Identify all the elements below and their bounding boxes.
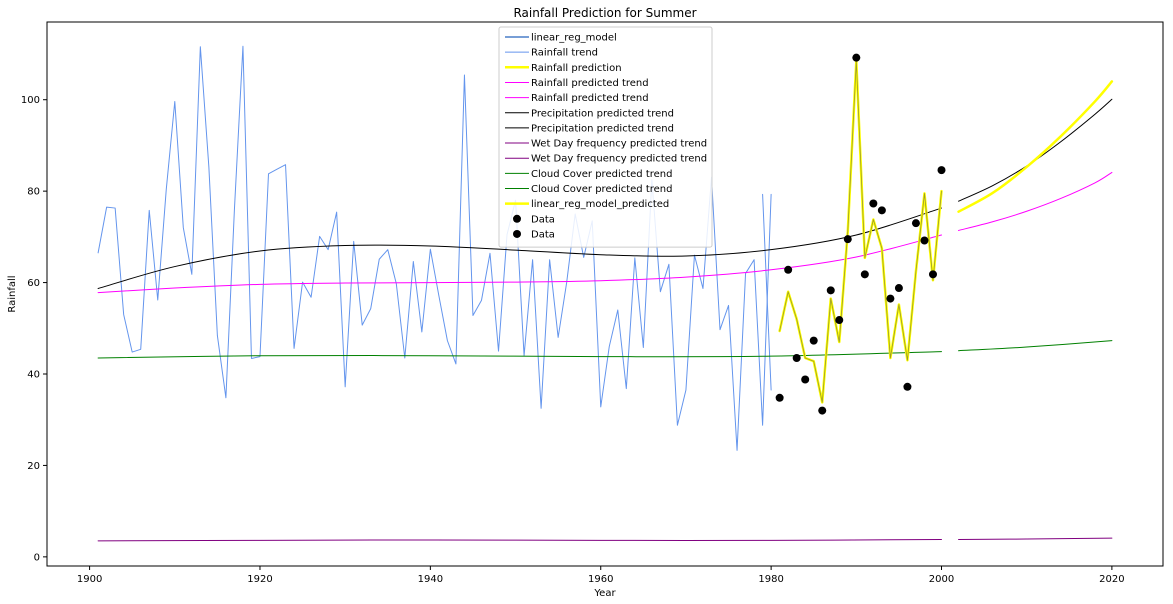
x-tick-label: 1980 <box>758 574 783 585</box>
series-line-linear-reg-model-predicted-12 <box>957 80 1114 213</box>
x-tick-label: 2020 <box>1099 574 1124 585</box>
legend-label: Rainfall predicted trend <box>531 78 649 89</box>
data-point <box>869 199 878 208</box>
series-line-wet-day-frequency-predicted-trend-8 <box>97 538 942 542</box>
data-point <box>911 219 920 228</box>
y-tick-label: 0 <box>34 552 40 563</box>
data-point <box>801 375 810 384</box>
x-tick-label: 1920 <box>247 574 272 585</box>
data-point <box>818 406 827 415</box>
legend-label: Precipitation predicted trend <box>531 123 674 134</box>
y-axis-label: Rainfall <box>7 275 18 312</box>
legend-label: linear_reg_model_predicted <box>531 199 669 210</box>
x-tick-label: 2000 <box>929 574 954 585</box>
legend-label: Rainfall predicted trend <box>531 93 649 104</box>
data-point <box>886 294 895 303</box>
series-line-rainfall-predicted-trend-4 <box>97 234 942 294</box>
legend-label: Data <box>531 229 555 240</box>
series-line-cloud-cover-predicted-trend-7 <box>958 340 1113 352</box>
legend-label: linear_reg_model <box>531 33 617 44</box>
plot-area <box>97 45 1114 542</box>
y-tick-label: 40 <box>27 370 40 381</box>
data-point <box>843 235 852 244</box>
y-tick-label: 60 <box>27 278 40 289</box>
legend-label: Precipitation predicted trend <box>531 108 674 119</box>
x-tick-label: 1960 <box>588 574 613 585</box>
chart-title: Rainfall Prediction for Summer <box>513 6 696 20</box>
data-point <box>775 393 784 402</box>
data-point <box>937 166 946 175</box>
series-line-rainfall-trend-0 <box>97 45 772 451</box>
x-tick-label: 1940 <box>418 574 443 585</box>
legend-label: Rainfall prediction <box>531 63 622 74</box>
data-point <box>928 270 937 279</box>
series-line-rainfall-predicted-trend-5 <box>958 171 1113 231</box>
data-point <box>860 270 869 279</box>
data-point <box>792 354 801 362</box>
legend-label: Cloud Cover predicted trend <box>531 184 672 195</box>
legend: linear_reg_model Rainfall trend Rainfall p… <box>498 26 713 248</box>
series-line-rainfall-trend-1980-1 <box>762 193 772 391</box>
y-tick-label: 100 <box>21 95 40 106</box>
data-point <box>826 286 835 295</box>
data-point <box>835 316 844 325</box>
series-line-precipitation-predicted-trend-2 <box>97 207 942 290</box>
data-point <box>784 265 793 274</box>
legend-label: Rainfall trend <box>531 48 598 59</box>
series-line-wet-day-frequency-predicted-trend-9 <box>958 537 1113 540</box>
data-point <box>894 284 903 293</box>
y-axis: 0 20 40 60 80 100 <box>21 95 47 563</box>
y-tick-label: 80 <box>27 187 40 198</box>
data-point <box>903 382 912 391</box>
series-line-precipitation-predicted-trend-3 <box>958 98 1113 202</box>
x-tick-label: 1900 <box>77 574 102 585</box>
legend-label: Data <box>531 214 555 225</box>
x-axis-label: Year <box>593 588 616 599</box>
legend-label: Wet Day frequency predicted trend <box>531 139 707 150</box>
axes-frame <box>46 21 1164 567</box>
legend-label: Wet Day frequency predicted trend <box>531 154 707 165</box>
data-point <box>920 236 929 245</box>
x-axis: 1900 1920 1940 1960 1980 2000 2020 <box>77 566 1125 585</box>
legend-marker-dot <box>513 229 521 238</box>
data-point <box>809 336 818 345</box>
legend-label: Cloud Cover predicted trend <box>531 169 672 180</box>
data-point <box>877 206 886 215</box>
legend-marker-dot <box>513 214 521 223</box>
legend-box <box>498 26 713 248</box>
data-point <box>852 53 861 62</box>
y-tick-label: 20 <box>27 461 40 472</box>
series-line-linear-reg-model-11 <box>779 60 942 403</box>
